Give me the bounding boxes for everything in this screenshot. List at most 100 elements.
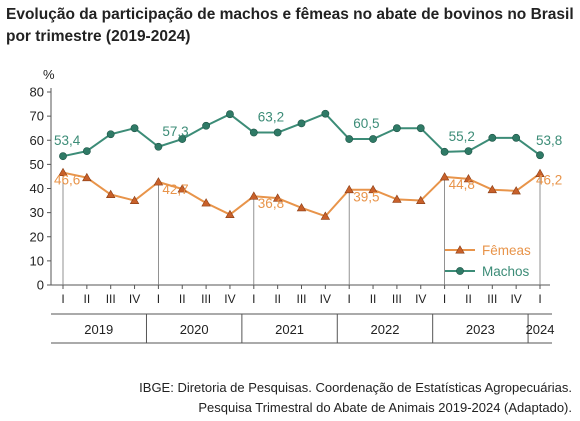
data-label-femeas: 46,6 <box>54 173 80 188</box>
point-femeas <box>225 209 235 219</box>
data-label-femeas: 36,8 <box>258 196 284 211</box>
point-femeas <box>392 194 402 203</box>
x-tick-label: I <box>538 292 541 306</box>
point-femeas <box>272 193 283 202</box>
y-tick-label: 20 <box>30 229 44 244</box>
data-label-machos: 55,2 <box>449 129 475 144</box>
point-femeas <box>535 168 545 177</box>
point-machos <box>297 119 306 128</box>
chart-source: IBGE: Diretoria de Pesquisas. Coordenaçã… <box>2 378 572 418</box>
data-label-machos: 60,5 <box>353 116 379 131</box>
point-machos <box>82 147 91 156</box>
point-machos <box>178 135 187 143</box>
x-tick-label: I <box>157 292 160 306</box>
point-femeas <box>439 172 450 181</box>
x-tick-label: I <box>252 292 255 306</box>
point-femeas <box>249 191 259 200</box>
data-label-femeas: 42,7 <box>162 182 188 197</box>
x-tick-label: III <box>392 292 402 306</box>
data-label-femeas: 44,8 <box>449 177 475 192</box>
point-machos <box>536 151 544 160</box>
point-machos <box>154 142 163 151</box>
point-machos <box>321 109 330 118</box>
series-lines <box>58 109 545 220</box>
year-label: 2023 <box>466 322 495 337</box>
data-label-machos: 53,8 <box>536 133 562 148</box>
point-femeas <box>58 167 68 177</box>
legend-label-machos: Machos <box>482 264 530 279</box>
x-tick-label: II <box>274 292 281 306</box>
x-tick-label: III <box>487 292 497 306</box>
source-line-1: IBGE: Diretoria de Pesquisas. Coordenaçã… <box>139 380 572 395</box>
y-tick-label: 0 <box>37 278 44 293</box>
point-machos <box>392 124 401 133</box>
point-femeas <box>105 189 116 198</box>
point-femeas <box>129 195 140 205</box>
source-line-2: Pesquisa Trimestral do Abate de Animais … <box>198 400 572 415</box>
y-tick-label: 80 <box>30 85 44 100</box>
y-axis-unit: % <box>43 67 55 82</box>
x-tick-label: II <box>370 292 377 306</box>
year-label: 2021 <box>275 322 304 337</box>
point-machos <box>273 128 282 137</box>
x-tick-label: III <box>106 292 116 306</box>
year-dividers <box>62 170 541 285</box>
y-tick-label: 50 <box>30 157 44 172</box>
x-tick-label: III <box>201 292 211 306</box>
x-tick-label: II <box>465 292 472 306</box>
data-label-femeas: 39,5 <box>353 190 379 205</box>
data-label-machos: 57,3 <box>162 124 188 139</box>
x-tick-label: IV <box>510 292 521 306</box>
point-machos <box>249 128 258 137</box>
point-femeas <box>416 195 426 205</box>
x-tick-label: II <box>84 292 91 306</box>
data-labels: 46,6 42,7 36,8 39,5 44,8 46,2 53,4 57,3 63,2 60,5… <box>54 110 562 212</box>
data-label-femeas: 46,2 <box>536 173 562 188</box>
legend-marker-femeas <box>455 245 465 254</box>
point-femeas <box>511 186 521 195</box>
x-tick-label: IV <box>224 292 235 306</box>
year-label: 2022 <box>371 322 400 337</box>
point-femeas <box>320 211 331 220</box>
chart-legend: Fêmeas Machos <box>445 243 531 279</box>
x-tick-label: II <box>179 292 186 306</box>
point-machos <box>369 135 377 143</box>
point-machos <box>226 110 234 119</box>
data-label-machos: 53,4 <box>54 133 81 148</box>
y-tick-label: 30 <box>30 205 44 220</box>
point-femeas <box>487 184 498 194</box>
point-machos <box>106 130 115 139</box>
point-femeas <box>296 202 307 212</box>
y-tick-label: 40 <box>30 181 44 196</box>
point-machos <box>416 124 425 133</box>
point-machos <box>59 152 67 161</box>
x-tick-label: I <box>443 292 446 306</box>
legend-label-femeas: Fêmeas <box>482 243 531 258</box>
point-femeas <box>463 174 474 183</box>
chart-title: Evolução da participação de machos e fêm… <box>6 6 574 45</box>
point-machos <box>488 133 497 142</box>
point-femeas <box>177 184 187 193</box>
data-label-machos: 63,2 <box>258 110 284 125</box>
y-tick-label: 70 <box>30 109 44 124</box>
point-machos <box>464 147 473 156</box>
point-femeas <box>344 184 354 194</box>
point-femeas <box>153 177 164 186</box>
point-femeas <box>82 172 92 182</box>
x-tick-label: I <box>348 292 351 306</box>
point-machos <box>440 147 449 156</box>
x-tick-label: IV <box>320 292 331 306</box>
x-tick-label: IV <box>129 292 140 306</box>
point-femeas <box>201 198 211 207</box>
y-tick-label: 10 <box>30 253 44 268</box>
point-femeas <box>368 184 378 194</box>
point-machos <box>345 135 354 143</box>
year-label: 2020 <box>180 322 209 337</box>
y-tick-label: 60 <box>30 133 44 148</box>
x-tick-label: IV <box>415 292 426 306</box>
point-machos <box>512 133 521 142</box>
x-tick-label: III <box>296 292 306 306</box>
year-label: 2019 <box>84 322 113 337</box>
